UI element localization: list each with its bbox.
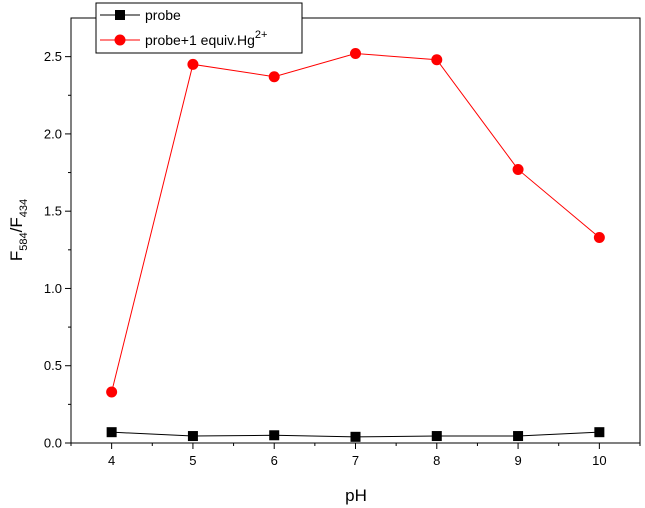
x-tick-label: 9	[514, 453, 521, 468]
legend-marker-probe-hg	[114, 34, 126, 46]
y-axis-title-sub1: 584	[18, 232, 30, 250]
x-axis-title: pH	[345, 486, 367, 505]
y-tick-label: 0.0	[44, 436, 62, 451]
y-axis-title-sep: /F	[7, 217, 26, 232]
series-1-point	[268, 71, 280, 83]
y-tick-label: 2.0	[44, 126, 62, 141]
y-tick-label: 0.5	[44, 358, 62, 373]
x-tick-label: 4	[108, 453, 115, 468]
x-axis-ticks: 4 5 6 7 8 9 10	[70, 443, 641, 468]
x-tick-label: 7	[352, 453, 359, 468]
series-1-point	[350, 48, 361, 60]
series-1-point	[106, 386, 118, 398]
series-1-point	[512, 163, 524, 175]
series-0-point	[513, 431, 524, 442]
legend-marker-probe	[115, 10, 125, 20]
x-tick-label: 5	[189, 453, 196, 468]
series-0-point	[594, 427, 605, 438]
legend-box	[95, 2, 303, 54]
plot-frame	[70, 17, 641, 444]
series-1-point	[593, 231, 605, 243]
legend-label-probe-hg-sup: 2+	[255, 29, 268, 41]
legend-label-probe: probe	[145, 7, 181, 23]
series-layer	[106, 48, 605, 442]
series-0-point	[106, 427, 117, 438]
y-axis-title: F584/F434	[7, 199, 30, 261]
y-tick-label: 1.5	[44, 204, 62, 219]
series-1-point	[431, 54, 443, 66]
y-axis-ticks: 0.0 0.5 1.0 1.5 2.0 2.5	[44, 49, 71, 451]
series-0-point	[187, 431, 198, 442]
y-tick-label: 1.0	[44, 281, 62, 296]
legend-label-probe-hg-text: probe+1 equiv.Hg	[145, 32, 255, 48]
series-1-point	[187, 58, 199, 70]
legend: probe probe+1 equiv.Hg2+	[95, 2, 303, 54]
legend-label-probe-hg: probe+1 equiv.Hg2+	[145, 29, 267, 48]
x-tick-label: 6	[271, 453, 278, 468]
y-tick-label: 2.5	[44, 49, 62, 64]
series-line-1	[111, 53, 600, 393]
y-axis-title-base: F	[7, 251, 26, 261]
x-tick-label: 10	[592, 453, 606, 468]
y-axis-title-sub2: 434	[18, 199, 30, 217]
series-0-point	[269, 430, 280, 441]
series-0-point	[350, 431, 361, 442]
x-tick-label: 8	[433, 453, 440, 468]
series-0-point	[431, 431, 442, 442]
